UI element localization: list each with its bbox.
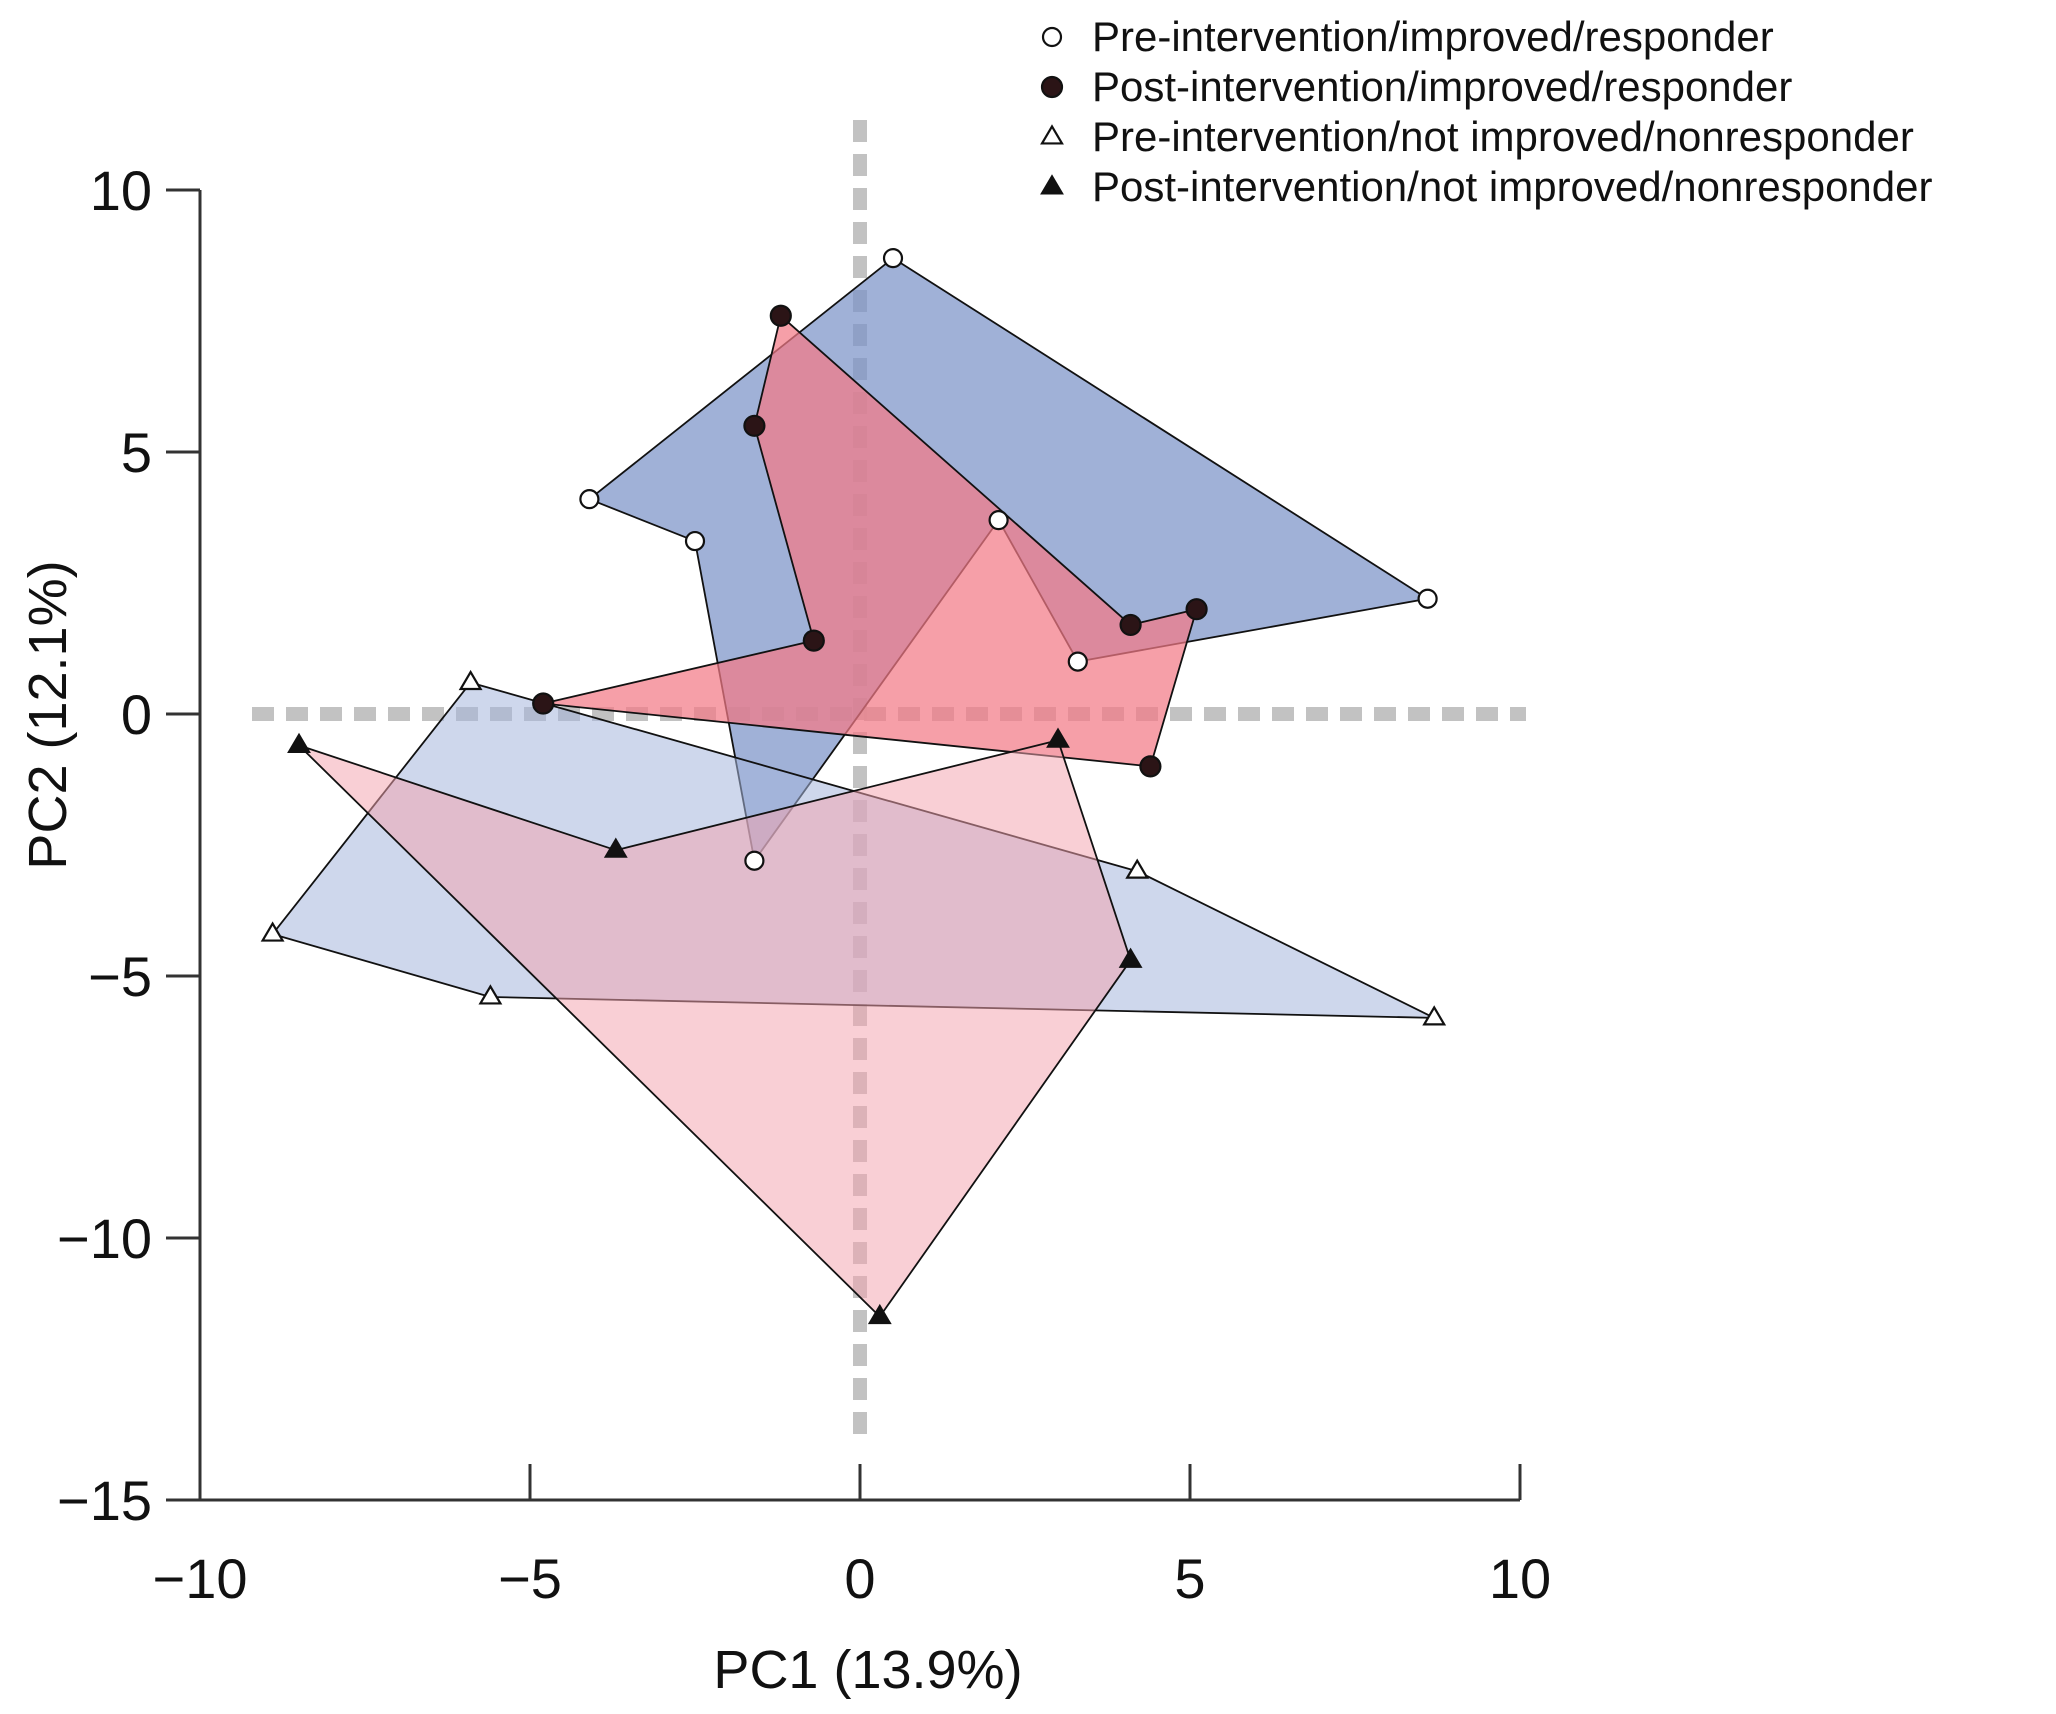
- point-s3-3: [1422, 1005, 1447, 1026]
- point-s2-2: [1119, 613, 1142, 637]
- point-s2-6: [802, 629, 825, 652]
- y-axis-label: PC2 (12.1%): [18, 560, 78, 869]
- legend-marker-3: [1040, 124, 1064, 145]
- point-s4-4: [1118, 947, 1143, 968]
- legend-label-2: Post-intervention/improved/responder: [1092, 63, 1792, 110]
- point-s2-3: [1185, 598, 1208, 621]
- point-s4-5: [867, 1303, 892, 1325]
- legend-marker-4: [1040, 174, 1064, 195]
- hull-series-2: [542, 314, 1198, 768]
- point-s1-3: [1067, 651, 1088, 672]
- point-s2-4: [1139, 755, 1162, 778]
- point-s3-1: [458, 669, 483, 691]
- y-tick-label-2: −10: [57, 1207, 152, 1270]
- point-s2-7: [743, 414, 766, 437]
- legend-marker-1: [1041, 26, 1063, 48]
- legend: Pre-intervention/improved/responderPost-…: [1040, 13, 1933, 210]
- x-tick-label-2: −5: [498, 1547, 562, 1610]
- point-s3-5: [260, 921, 285, 942]
- point-s1-6: [684, 530, 706, 552]
- point-s1-5: [744, 850, 765, 871]
- hull-series-4: [298, 739, 1132, 1318]
- point-s2-5: [532, 692, 555, 715]
- group-hulls: [271, 257, 1436, 1318]
- y-tick-label-4: 0: [121, 683, 152, 746]
- point-s3-4: [478, 984, 503, 1005]
- legend-label-4: Post-intervention/not improved/nonrespon…: [1092, 163, 1933, 210]
- y-tick-label-1: −15: [57, 1469, 152, 1532]
- y-tick-label-5: 5: [121, 421, 152, 484]
- point-s1-1: [882, 248, 904, 269]
- legend-label-1: Pre-intervention/improved/responder: [1092, 13, 1774, 60]
- point-s2-1: [769, 304, 792, 327]
- legend-label-3: Pre-intervention/not improved/nonrespond…: [1092, 113, 1914, 160]
- x-axis-label: PC1 (13.9%): [713, 1640, 1022, 1700]
- legend-marker-2: [1040, 75, 1064, 99]
- point-s3-2: [1125, 858, 1150, 879]
- point-s1-2: [1417, 588, 1438, 609]
- data-points: [260, 248, 1447, 1325]
- point-s1-7: [579, 489, 600, 510]
- y-tick-label-3: −5: [88, 945, 152, 1008]
- point-s4-2: [603, 837, 628, 858]
- point-s4-1: [287, 732, 311, 754]
- y-tick-label-6: 10: [90, 159, 152, 222]
- x-tick-label-1: −10: [153, 1547, 248, 1610]
- x-tick-label-3: 0: [844, 1547, 875, 1610]
- x-tick-label-5: 10: [1489, 1547, 1551, 1610]
- point-s4-3: [1046, 727, 1070, 748]
- x-tick-label-4: 5: [1174, 1547, 1205, 1610]
- point-s1-4: [988, 510, 1009, 531]
